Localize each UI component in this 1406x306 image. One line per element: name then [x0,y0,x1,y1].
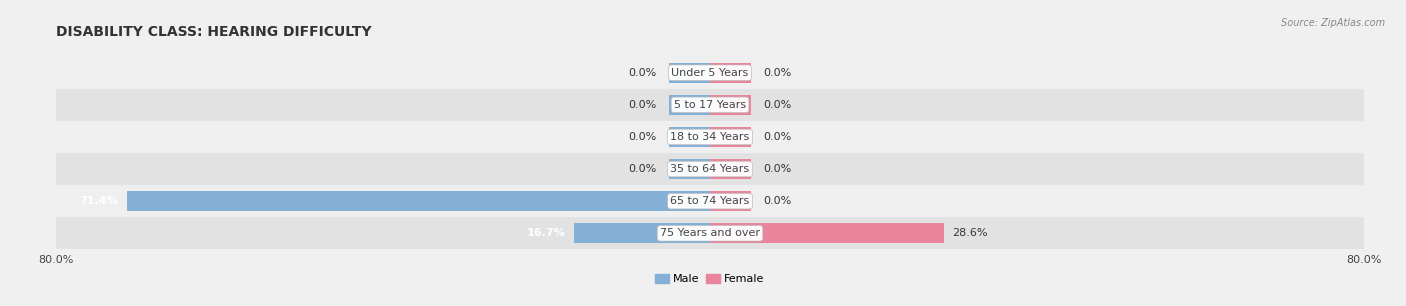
Text: 0.0%: 0.0% [763,164,792,174]
Legend: Male, Female: Male, Female [651,269,769,289]
Text: 0.0%: 0.0% [628,164,657,174]
Bar [56,89,1364,121]
Text: 28.6%: 28.6% [952,228,987,238]
Text: 71.4%: 71.4% [80,196,118,206]
Bar [710,159,751,179]
Text: 0.0%: 0.0% [628,132,657,142]
Text: 5 to 17 Years: 5 to 17 Years [673,100,747,110]
Text: 18 to 34 Years: 18 to 34 Years [671,132,749,142]
Text: Source: ZipAtlas.com: Source: ZipAtlas.com [1281,18,1385,28]
Bar [669,63,710,83]
Text: 0.0%: 0.0% [763,132,792,142]
Bar [710,63,751,83]
Text: Under 5 Years: Under 5 Years [672,68,748,78]
Bar [56,57,1364,89]
Text: 0.0%: 0.0% [628,68,657,78]
Text: 65 to 74 Years: 65 to 74 Years [671,196,749,206]
Bar [710,191,751,211]
Bar [56,153,1364,185]
Bar [710,127,751,147]
Bar [669,159,710,179]
Bar [56,217,1364,249]
Text: 0.0%: 0.0% [628,100,657,110]
Bar [56,121,1364,153]
Bar [574,223,710,243]
Text: DISABILITY CLASS: HEARING DIFFICULTY: DISABILITY CLASS: HEARING DIFFICULTY [56,25,371,39]
Bar [669,95,710,115]
Bar [669,127,710,147]
Text: 0.0%: 0.0% [763,196,792,206]
Text: 75 Years and over: 75 Years and over [659,228,761,238]
Text: 0.0%: 0.0% [763,100,792,110]
Text: 35 to 64 Years: 35 to 64 Years [671,164,749,174]
Bar [710,95,751,115]
Bar [710,223,943,243]
Bar [127,191,710,211]
Text: 0.0%: 0.0% [763,68,792,78]
Bar [56,185,1364,217]
Text: 16.7%: 16.7% [527,228,565,238]
